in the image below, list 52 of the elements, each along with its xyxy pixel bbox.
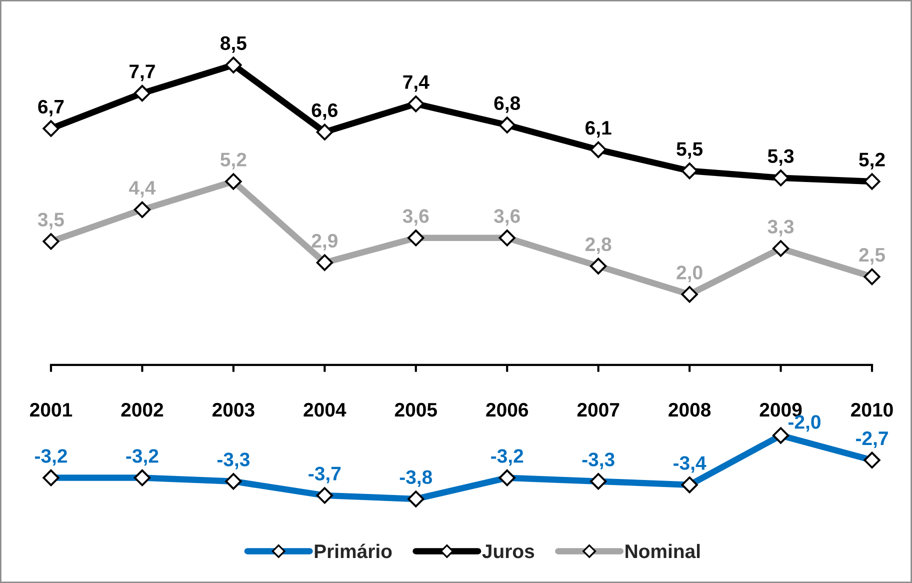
x-tick-label: 2006 bbox=[486, 402, 528, 417]
legend-label: Primário bbox=[314, 544, 392, 558]
x-tick-label: 2008 bbox=[668, 402, 711, 417]
x-tick-label: 2005 bbox=[394, 402, 437, 417]
data-label: 3,6 bbox=[494, 209, 520, 226]
data-label: 6,1 bbox=[586, 120, 612, 138]
legend-label: Nominal bbox=[626, 544, 700, 558]
data-label: 5,5 bbox=[676, 142, 703, 159]
point bbox=[498, 116, 516, 134]
data-label: 3,5 bbox=[38, 212, 64, 230]
data-label: 6,8 bbox=[494, 96, 520, 113]
data-label: -3,2 bbox=[491, 449, 524, 466]
data-label: -3,2 bbox=[35, 449, 67, 466]
data-label: -3,3 bbox=[217, 452, 250, 470]
data-label: 5,2 bbox=[859, 152, 885, 170]
data-label: -3,7 bbox=[308, 466, 341, 484]
data-label: 6,6 bbox=[312, 103, 338, 120]
point bbox=[225, 56, 242, 74]
data-label: -3,3 bbox=[582, 452, 614, 470]
data-label: 3,6 bbox=[402, 209, 429, 226]
x-tick-label: 2004 bbox=[304, 402, 346, 417]
data-label: -2,0 bbox=[788, 415, 820, 432]
data-label: -3,4 bbox=[674, 456, 706, 473]
data-label: -3,8 bbox=[400, 470, 432, 487]
x-tick-label: 2001 bbox=[30, 402, 72, 417]
data-label: 6,7 bbox=[38, 100, 64, 116]
x-tick-label: 2002 bbox=[121, 402, 164, 417]
point bbox=[590, 141, 607, 158]
data-label: 2,8 bbox=[585, 237, 612, 254]
data-label: 5,3 bbox=[768, 149, 794, 166]
point bbox=[316, 124, 334, 140]
data-label: 4,4 bbox=[128, 181, 156, 198]
data-label: -3,2 bbox=[126, 449, 158, 466]
legend-label: Juros bbox=[482, 544, 534, 558]
data-label: 2,9 bbox=[312, 234, 338, 250]
data-label: 5,2 bbox=[220, 152, 246, 170]
data-label: 2,5 bbox=[859, 248, 885, 265]
point bbox=[681, 162, 698, 180]
x-tick-label: 2010 bbox=[851, 402, 893, 417]
point bbox=[134, 84, 151, 102]
x-tick-label: 2003 bbox=[212, 402, 254, 417]
data-label: 7,7 bbox=[130, 64, 155, 82]
data-label: 2,0 bbox=[676, 266, 702, 282]
data-label: 3,3 bbox=[768, 220, 794, 236]
data-label: 7,4 bbox=[403, 75, 430, 92]
point bbox=[42, 120, 60, 137]
data-label: -2,7 bbox=[856, 431, 888, 448]
point bbox=[408, 96, 424, 112]
x-tick-label: 2009 bbox=[760, 402, 802, 417]
point bbox=[864, 173, 880, 190]
x-tick-label: 2007 bbox=[577, 402, 620, 417]
data-label: 8,5 bbox=[220, 36, 246, 53]
